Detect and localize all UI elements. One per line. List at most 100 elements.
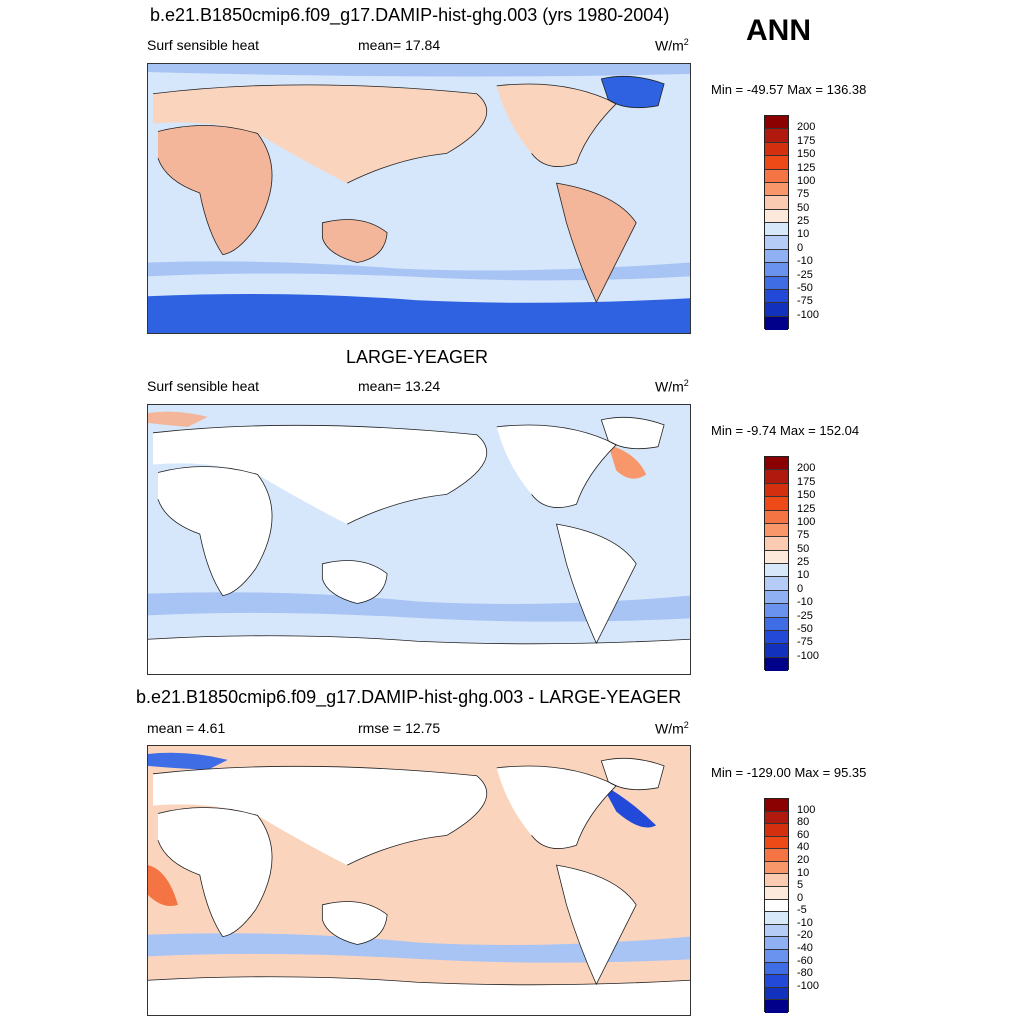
colorbar-label: -80 [797, 967, 813, 980]
colorbar-label: 100 [797, 515, 816, 528]
colorbar-swatch [765, 824, 788, 837]
colorbar-label: 175 [797, 134, 816, 147]
panel3-mean-label: mean = 4.61 [147, 720, 226, 736]
panel2-map [147, 404, 691, 675]
colorbar-swatch [765, 209, 788, 223]
panel2-mean-label: mean= 13.24 [358, 378, 441, 394]
colorbar-swatch [765, 537, 788, 551]
panel2-variable-label: Surf sensible heat [147, 378, 260, 394]
colorbar-label: 175 [797, 475, 816, 488]
colorbar-label: 200 [797, 121, 816, 134]
colorbar-label: 25 [797, 215, 810, 227]
panel1-units-label: W/m2 [655, 37, 689, 54]
colorbar-swatch [765, 849, 788, 862]
colorbar-swatch [765, 523, 788, 538]
panel1-minmax-label: Min = -49.57 Max = 136.38 [711, 82, 867, 97]
colorbar-swatch [765, 577, 788, 591]
colorbar-label: 0 [797, 891, 804, 904]
panel2-colorbar [764, 456, 789, 671]
colorbar-label: -40 [797, 942, 813, 955]
colorbar-swatch [765, 470, 788, 484]
panel1-colorbar [764, 115, 789, 330]
panel2-minmax-label: Min = -9.74 Max = 152.04 [711, 423, 860, 438]
colorbar-swatch [765, 457, 788, 471]
panel1-title: b.e21.B1850cmip6.f09_g17.DAMIP-hist-ghg.… [150, 5, 670, 25]
colorbar-label: 75 [797, 188, 810, 201]
colorbar-swatch [765, 861, 788, 875]
colorbar-label: 150 [797, 489, 816, 502]
colorbar-label: 150 [797, 148, 816, 161]
colorbar-swatch [765, 912, 788, 925]
panel3-colorbar [764, 798, 789, 1013]
colorbar-label: 50 [797, 542, 810, 555]
colorbar-swatch [765, 129, 788, 143]
colorbar-label: 125 [797, 161, 816, 174]
panel1-variable-label: Surf sensible heat [147, 37, 260, 53]
colorbar-label: 10 [797, 866, 810, 879]
colorbar-label: -25 [797, 609, 813, 622]
colorbar-label: -50 [797, 622, 813, 635]
colorbar-label: 125 [797, 502, 816, 515]
colorbar-swatch [765, 590, 788, 605]
colorbar-label: -10 [797, 916, 813, 929]
colorbar-label: 50 [797, 201, 810, 214]
colorbar-label: -5 [797, 904, 807, 917]
colorbar-swatch [765, 564, 788, 578]
colorbar-swatch [765, 156, 788, 170]
colorbar-swatch [765, 276, 788, 290]
colorbar-swatch [765, 169, 788, 183]
colorbar-swatch [765, 887, 788, 900]
colorbar-label: 0 [797, 241, 804, 254]
colorbar-label: -100 [797, 308, 820, 321]
colorbar-swatch [765, 196, 788, 210]
colorbar-label: -75 [797, 295, 813, 308]
colorbar-label: -25 [797, 268, 813, 281]
colorbar-swatch [765, 497, 788, 511]
colorbar-swatch [765, 236, 788, 250]
colorbar-label: 200 [797, 462, 816, 475]
colorbar-label: 25 [797, 556, 810, 568]
colorbar-swatch [765, 617, 788, 631]
colorbar-label: -75 [797, 636, 813, 649]
colorbar-swatch [765, 1000, 788, 1013]
colorbar-swatch [765, 924, 788, 938]
colorbar-swatch [765, 811, 788, 825]
colorbar-label: 80 [797, 816, 810, 829]
colorbar-label: -100 [797, 649, 820, 662]
colorbar-label: -20 [797, 929, 813, 942]
colorbar-swatch [765, 987, 788, 1001]
colorbar-label: 10 [797, 569, 810, 582]
colorbar-label: 10 [797, 228, 810, 241]
colorbar-label: 0 [797, 582, 804, 595]
colorbar-swatch [765, 874, 788, 888]
panel3-title: b.e21.B1850cmip6.f09_g17.DAMIP-hist-ghg.… [136, 687, 682, 707]
colorbar-label: 100 [797, 803, 816, 816]
colorbar-label: -60 [797, 954, 813, 967]
colorbar-swatch [765, 604, 788, 618]
colorbar-swatch [765, 550, 788, 564]
panel1-map [147, 63, 691, 334]
colorbar-swatch [765, 962, 788, 976]
colorbar-label: 75 [797, 529, 810, 542]
colorbar-label: 20 [797, 853, 810, 866]
colorbar-swatch [765, 937, 788, 950]
colorbar-swatch [765, 799, 788, 812]
colorbar-label: 40 [797, 841, 810, 854]
colorbar-label: -100 [797, 979, 820, 992]
colorbar-swatch [765, 657, 788, 671]
colorbar-swatch [765, 142, 788, 157]
colorbar-swatch [765, 182, 788, 197]
colorbar-swatch [765, 249, 788, 264]
panel3-units-label: W/m2 [655, 720, 689, 737]
colorbar-label: -10 [797, 255, 813, 268]
colorbar-swatch [765, 899, 788, 913]
panel1-mean-label: mean= 17.84 [358, 37, 441, 53]
panel3-map [147, 745, 691, 1016]
colorbar-swatch [765, 644, 788, 658]
colorbar-swatch [765, 949, 788, 963]
colorbar-swatch [765, 975, 788, 988]
colorbar-swatch [765, 303, 788, 317]
colorbar-swatch [765, 289, 788, 304]
season-label: ANN [746, 14, 811, 47]
panel2-title: LARGE-YEAGER [346, 347, 489, 367]
